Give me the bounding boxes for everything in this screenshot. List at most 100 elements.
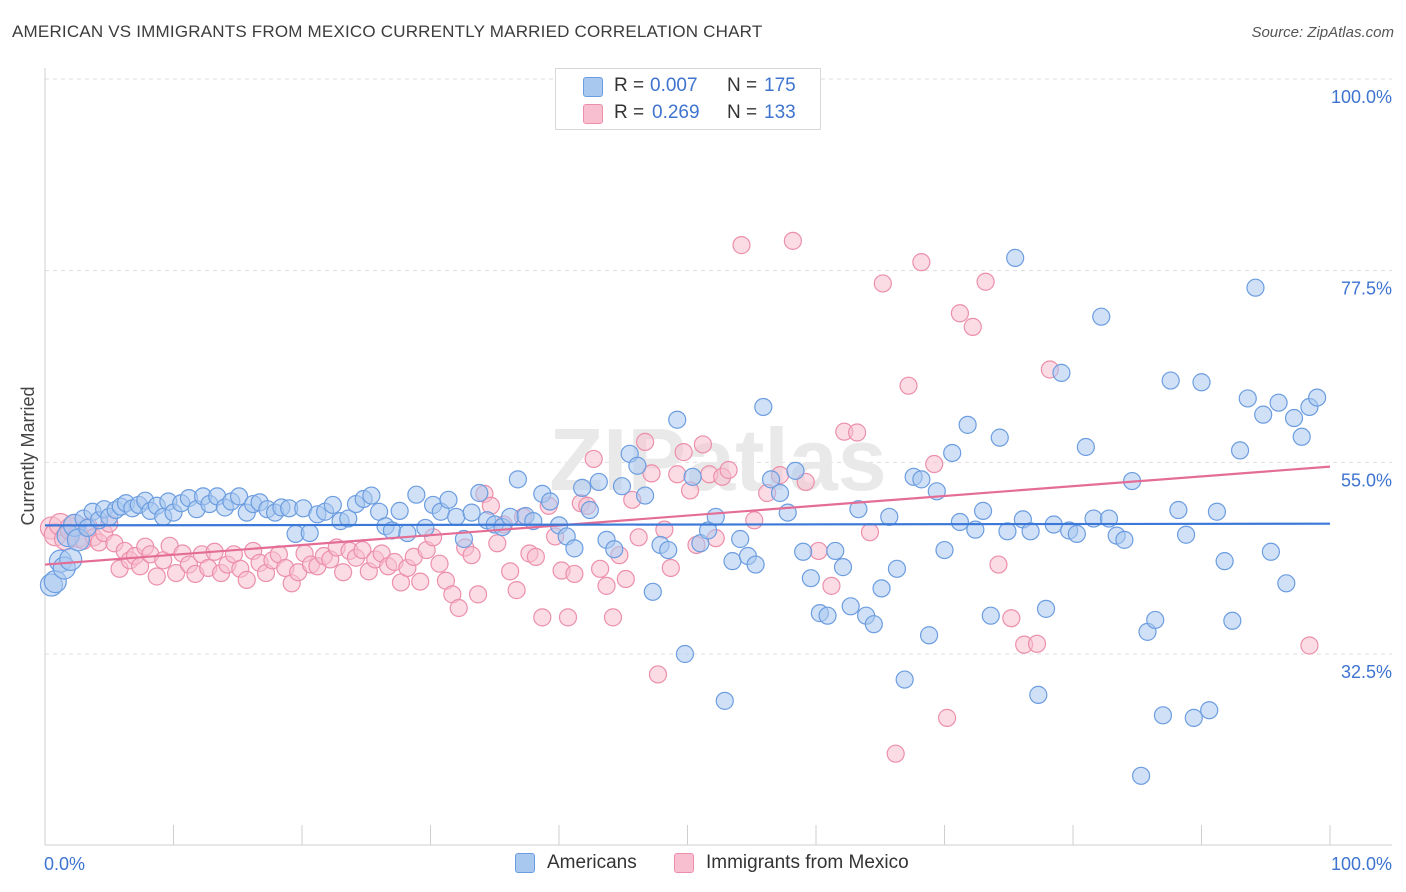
americans-point: [229, 487, 249, 506]
americans-points: [39, 248, 1327, 785]
americans-point: [1292, 427, 1311, 446]
immigrants-point: [334, 563, 353, 582]
americans-point: [1261, 542, 1280, 561]
immigrants-point: [661, 558, 680, 578]
americans-point: [1176, 525, 1196, 544]
tick-labels: 32.5% 55.0% 77.5% 100.0% 0.0% 100.0%: [44, 87, 1392, 874]
immigrants-point: [147, 567, 166, 586]
americans-point: [1192, 373, 1211, 392]
americans-point: [895, 670, 914, 689]
immigrants-point: [558, 608, 578, 627]
americans-point: [390, 501, 409, 520]
immigrants-point: [166, 563, 186, 583]
americans-point: [1207, 502, 1227, 521]
americans-point: [1099, 509, 1119, 528]
americans-point: [1076, 437, 1095, 457]
immigrants-point: [674, 443, 693, 462]
americans-point: [998, 522, 1017, 541]
americans-point: [1067, 524, 1086, 543]
legend-r-label: R =: [614, 102, 645, 123]
americans-point: [1006, 248, 1025, 267]
grid-layer: [45, 78, 1392, 655]
immigrants-point: [468, 585, 488, 604]
immigrants-point: [430, 554, 449, 573]
americans-point: [300, 523, 319, 543]
americans-point: [872, 579, 891, 598]
immigrants-point: [732, 236, 751, 255]
immigrants-point: [912, 253, 931, 272]
americans-point: [628, 456, 647, 475]
immigrants-swatch: [583, 104, 603, 124]
americans-point: [668, 410, 687, 429]
americans-point: [826, 541, 845, 561]
americans-point: [794, 542, 813, 561]
americans-point: [698, 521, 718, 540]
americans-point: [958, 415, 977, 434]
immigrants-point: [783, 231, 802, 250]
immigrants-point: [642, 464, 661, 483]
americans-point: [439, 490, 458, 509]
immigrants-point: [648, 665, 668, 684]
americans-point: [981, 606, 1000, 625]
immigrants-point: [860, 523, 880, 542]
americans-point: [849, 500, 868, 519]
americans-point: [912, 470, 931, 489]
americans-point: [1254, 405, 1273, 424]
immigrants-legend-label: Immigrants from Mexico: [706, 852, 909, 873]
immigrants-point: [1027, 634, 1047, 653]
immigrants-point: [411, 572, 430, 591]
americans-point: [1115, 530, 1134, 549]
immigrants-point: [237, 570, 256, 589]
y-tick-label: 77.5%: [1341, 279, 1392, 299]
americans-point: [407, 485, 426, 504]
americans-point: [833, 558, 853, 577]
americans-point: [1215, 552, 1234, 571]
americans-point: [761, 470, 781, 489]
americans-legend-label: Americans: [547, 852, 637, 873]
y-axis-label: Currently Married: [18, 386, 38, 525]
immigrants-point: [507, 581, 526, 600]
americans-point: [508, 470, 527, 489]
americans-point: [786, 461, 805, 480]
americans-point: [398, 523, 417, 543]
americans-point: [754, 397, 773, 417]
americans-point: [770, 483, 790, 503]
immigrants-point: [693, 435, 713, 454]
americans-point: [565, 539, 584, 558]
americans-point: [589, 472, 608, 492]
immigrants-point: [526, 547, 545, 566]
americans-point: [990, 428, 1009, 447]
x-tick-label-min: 0.0%: [44, 854, 85, 874]
immigrants-point: [886, 744, 905, 763]
y-tick-label: 32.5%: [1341, 662, 1392, 682]
americans-point: [864, 615, 883, 634]
americans-point: [1146, 610, 1165, 630]
immigrants-point: [668, 465, 687, 484]
americans-legend-swatch: [515, 853, 535, 873]
americans-point: [540, 492, 560, 511]
immigrants-trend-line: [44, 465, 1331, 566]
americans-point: [841, 597, 860, 616]
immigrants-point: [950, 304, 970, 323]
immigrants-point: [745, 511, 764, 530]
americans-point: [1246, 278, 1265, 297]
americans-point: [612, 477, 632, 496]
legend-n-label: N =: [727, 102, 758, 123]
immigrants-point: [822, 576, 841, 595]
americans-point: [1052, 363, 1071, 382]
legend-r-value: 0.269: [652, 102, 700, 123]
americans-point: [501, 507, 520, 526]
americans-point: [683, 467, 702, 486]
legend-row-americans: R = 0.007 N = 175: [556, 73, 820, 101]
americans-point: [635, 486, 655, 505]
immigrants-point: [635, 432, 655, 451]
immigrants-point: [462, 546, 481, 565]
americans-point: [605, 540, 624, 559]
immigrants-point: [719, 460, 738, 480]
americans-point: [59, 547, 83, 572]
immigrants-point: [1300, 636, 1319, 655]
y-tick-label: 55.0%: [1341, 470, 1392, 490]
americans-point: [454, 529, 474, 549]
y-tick-label: 100.0%: [1331, 87, 1392, 107]
legend-n-label: N =: [727, 75, 758, 96]
